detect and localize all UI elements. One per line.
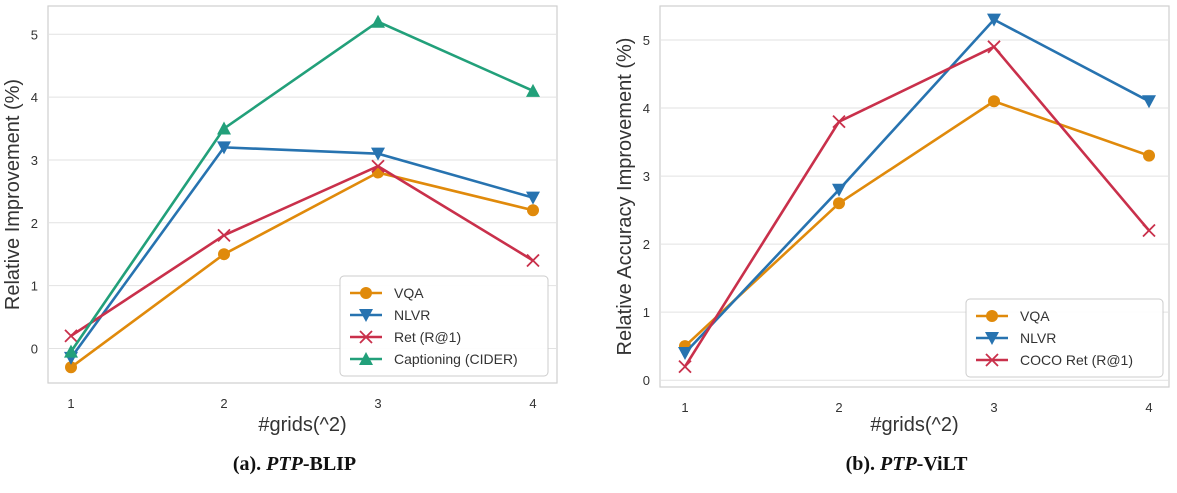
- data-point: [1143, 149, 1155, 162]
- series-line: [684, 99, 1150, 348]
- data-point: [987, 13, 1001, 27]
- data-point: [371, 159, 385, 173]
- legend-label: COCO Ret (R@1): [1020, 352, 1133, 368]
- caption-emph: PTP: [265, 453, 303, 475]
- data-point: [371, 14, 385, 28]
- legend-marker: [359, 352, 373, 365]
- data-point: [526, 83, 540, 97]
- y-tick-label: 3: [31, 153, 38, 168]
- series-line: [70, 164, 534, 337]
- y-tick-label: 4: [31, 90, 38, 105]
- legend-label: NLVR: [1020, 330, 1056, 346]
- data-point: [217, 121, 231, 135]
- y-axis-label: Relative Accuracy Improvement (%): [614, 38, 636, 356]
- caption-emph: PTP: [879, 453, 917, 475]
- x-axis-label: #grids(^2): [258, 414, 346, 436]
- legend-marker: [359, 330, 373, 344]
- series-line: [69, 146, 534, 359]
- legend-label: VQA: [1020, 308, 1050, 324]
- series-line: [683, 45, 1150, 368]
- legend-label: NLVR: [394, 307, 430, 323]
- data-point: [217, 228, 231, 242]
- legend-marker: [985, 332, 999, 345]
- series-line: [684, 18, 1150, 354]
- y-tick-label: 5: [643, 33, 650, 48]
- series-ret-r-1: [64, 159, 540, 343]
- series-line: [69, 20, 534, 353]
- x-tick-label: 2: [220, 396, 227, 411]
- data-point: [218, 248, 230, 261]
- series-captioning-cider: [64, 14, 540, 358]
- y-tick-label: 3: [643, 169, 650, 184]
- y-tick-label: 4: [643, 101, 650, 116]
- y-tick-label: 2: [643, 237, 650, 252]
- data-point: [832, 183, 846, 197]
- caption-b: (b). PTP-ViLT: [846, 453, 969, 475]
- x-tick-label: 3: [990, 400, 997, 415]
- legend-marker: [359, 309, 373, 322]
- y-tick-label: 5: [31, 27, 38, 42]
- caption-prefix: (a).: [233, 453, 266, 475]
- y-tick-label: 0: [643, 373, 650, 388]
- x-tick-label: 1: [67, 396, 74, 411]
- data-point: [1142, 95, 1156, 109]
- data-point: [527, 204, 539, 217]
- series-vqa: [65, 166, 539, 374]
- legend-label: VQA: [394, 285, 424, 301]
- legend-marker: [985, 353, 999, 367]
- x-axis-label: #grids(^2): [870, 414, 958, 436]
- data-point: [65, 361, 77, 374]
- chart-panel-b: 0 1 2 3 4 5 1 2 3 4 #grids(^2) Relative Accuracy Im…: [614, 5, 1170, 436]
- y-tick-label: 2: [31, 216, 38, 231]
- chart-panel-a: 0 1 2 3 4 5 1 2 3 4 #grids(^2) Relative Improvement…: [2, 5, 558, 436]
- data-point: [678, 359, 692, 374]
- series-nlvr: [678, 13, 1156, 360]
- data-point: [526, 191, 540, 205]
- data-point: [526, 253, 540, 268]
- caption-suffix: -BLIP: [303, 453, 356, 475]
- y-tick-label: 1: [643, 305, 650, 320]
- y-axis-label: Relative Improvement (%): [2, 79, 24, 310]
- data-point: [832, 115, 846, 129]
- x-tick-label: 2: [835, 400, 842, 415]
- data-point: [64, 344, 78, 358]
- data-point: [1142, 223, 1156, 238]
- legend-marker: [986, 310, 998, 322]
- x-tick-label: 4: [1145, 400, 1152, 415]
- legend-box: [965, 298, 1164, 378]
- data-point: [64, 329, 78, 343]
- data-point: [678, 346, 692, 360]
- series-coco-ret-r-1: [678, 40, 1156, 374]
- caption-suffix: -ViLT: [917, 453, 968, 475]
- x-tick-label: 3: [374, 396, 381, 411]
- legend-box: [339, 275, 549, 377]
- data-point: [833, 197, 845, 210]
- data-point: [217, 141, 231, 155]
- caption-prefix: (b).: [846, 453, 880, 475]
- legend: VQA NLVR Ret (R@1) Captioning (CIDER): [339, 275, 549, 377]
- data-point: [988, 95, 1000, 108]
- legend-marker: [360, 287, 372, 299]
- x-tick-label: 1: [681, 400, 688, 415]
- legend: VQA NLVR COCO Ret (R@1): [965, 298, 1164, 378]
- y-tick-label: 0: [31, 341, 38, 356]
- caption-a: (a). PTP-BLIP: [233, 453, 356, 475]
- legend-label: Ret (R@1): [394, 329, 461, 345]
- legend-label: Captioning (CIDER): [394, 351, 518, 367]
- data-point: [987, 40, 1001, 54]
- y-tick-label: 1: [31, 279, 38, 294]
- data-point: [371, 147, 385, 161]
- x-tick-label: 4: [529, 396, 536, 411]
- series-line: [70, 171, 534, 369]
- series-nlvr: [64, 141, 540, 365]
